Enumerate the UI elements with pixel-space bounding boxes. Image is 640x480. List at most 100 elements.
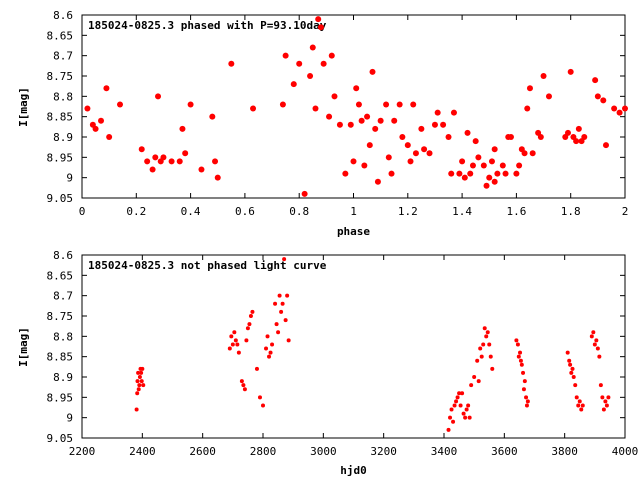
phased-data-point: [144, 158, 151, 165]
phased-data-point: [573, 138, 580, 145]
phased-data-point: [513, 170, 520, 177]
unphased-ytick-label: 8.65: [47, 269, 74, 282]
unphased-data-point: [134, 407, 139, 412]
phased-data-point: [491, 178, 498, 185]
phased-y-axis-title: I[mag]: [17, 87, 30, 127]
unphased-data-point: [521, 387, 526, 392]
phased-data-point: [600, 97, 607, 104]
unphased-xtick-label: 3000: [310, 445, 337, 458]
unphased-data-point: [476, 379, 481, 384]
unphased-data-point: [597, 354, 602, 359]
phased-xtick-label: 1.2: [398, 205, 418, 218]
unphased-data-point: [265, 334, 270, 339]
unphased-plot-frame: [81, 254, 626, 439]
phased-data-point: [388, 170, 395, 177]
unphased-x-axis-title: hjd0: [340, 464, 367, 477]
phased-data-point: [480, 162, 487, 169]
unphased-data-point: [464, 407, 469, 412]
phased-data-point: [350, 158, 357, 165]
phased-data-point: [290, 81, 297, 88]
unphased-data-point: [239, 379, 244, 384]
unphased-data-point: [247, 322, 252, 327]
phased-xtick-label: 0.2: [126, 205, 146, 218]
unphased-data-point: [574, 395, 579, 400]
phased-data-point: [355, 101, 362, 108]
unphased-data-point: [257, 395, 262, 400]
phased-data-point: [317, 24, 324, 31]
unphased-xtick-label: 3200: [370, 445, 397, 458]
phased-data-point: [84, 105, 91, 112]
unphased-data-point: [139, 370, 144, 375]
phased-data-point: [214, 174, 221, 181]
phased-xtick-label: 0.8: [289, 205, 309, 218]
unphased-data-point: [579, 407, 584, 412]
unphased-data-point: [449, 407, 454, 412]
phased-data-point: [421, 146, 428, 153]
phased-data-point: [106, 134, 113, 140]
phased-data-point: [567, 68, 574, 75]
unphased-ytick-label: 9: [66, 412, 73, 425]
unphased-ytick-label: 8.9: [53, 371, 73, 384]
unphased-data-point: [606, 395, 611, 400]
unphased-data-point: [135, 379, 140, 384]
phased-ytick-label: 8.95: [47, 151, 74, 164]
unphased-data-point: [270, 342, 275, 347]
phased-data-point: [320, 60, 327, 67]
phased-data-point: [524, 105, 531, 112]
unphased-data-point: [569, 370, 574, 375]
unphased-data-point: [451, 419, 456, 424]
phased-data-point: [361, 162, 368, 169]
unphased-data-point: [580, 403, 585, 408]
phased-data-point: [491, 146, 498, 153]
unphased-ytick-label: 8.6: [53, 249, 73, 262]
unphased-data-point: [603, 399, 608, 404]
phased-plot-frame: [81, 14, 626, 199]
unphased-data-point: [524, 395, 529, 400]
unphased-chart-title: 185024-0825.3 not phased light curve: [88, 259, 327, 272]
unphased-data-point: [592, 342, 597, 347]
unphased-data-point: [137, 375, 142, 379]
phased-data-point: [179, 125, 186, 132]
unphased-xtick-label: 3600: [491, 445, 518, 458]
phased-data-point: [328, 52, 335, 59]
phased-data-point: [575, 125, 582, 132]
phased-x-axis-title: phase: [337, 225, 370, 238]
unphased-data-point: [141, 383, 146, 388]
phased-data-point: [250, 105, 257, 112]
unphased-data-point: [522, 379, 527, 384]
phased-data-point: [499, 162, 506, 169]
unphased-data-point: [235, 342, 240, 347]
phased-data-point: [592, 77, 599, 84]
phased-data-point: [149, 166, 156, 173]
phased-data-point: [431, 121, 438, 128]
unphased-data-point: [577, 399, 582, 404]
unphased-data-point: [463, 415, 468, 420]
phased-data-point: [103, 85, 110, 92]
unphased-data-point: [273, 301, 278, 306]
phased-data-point: [448, 170, 455, 177]
phased-data-point: [483, 182, 490, 189]
unphased-data-point: [601, 407, 606, 412]
unphased-data-point: [137, 383, 142, 388]
phased-data-point: [404, 142, 411, 149]
unphased-y-axis-title: I[mag]: [17, 327, 30, 367]
unphased-data-point: [227, 346, 232, 351]
unphased-data-point: [591, 330, 596, 335]
unphased-data-point: [481, 342, 486, 347]
phased-data-point: [418, 125, 425, 132]
phased-data-point: [486, 174, 493, 181]
unphased-xtick-label: 2800: [250, 445, 277, 458]
phased-data-point: [594, 93, 601, 100]
unphased-ytick-label: 9.05: [47, 432, 74, 445]
phased-data-point: [581, 134, 588, 140]
unphased-data-point: [570, 366, 575, 371]
phased-data-point: [377, 117, 384, 124]
phased-data-point: [412, 150, 419, 157]
unphased-data-point: [514, 338, 519, 343]
unphased-data-point: [490, 366, 495, 371]
unphased-data-point: [244, 338, 249, 343]
unphased-data-point: [573, 383, 578, 388]
unphased-data-point: [242, 387, 247, 392]
unphased-xtick-label: 3400: [431, 445, 458, 458]
